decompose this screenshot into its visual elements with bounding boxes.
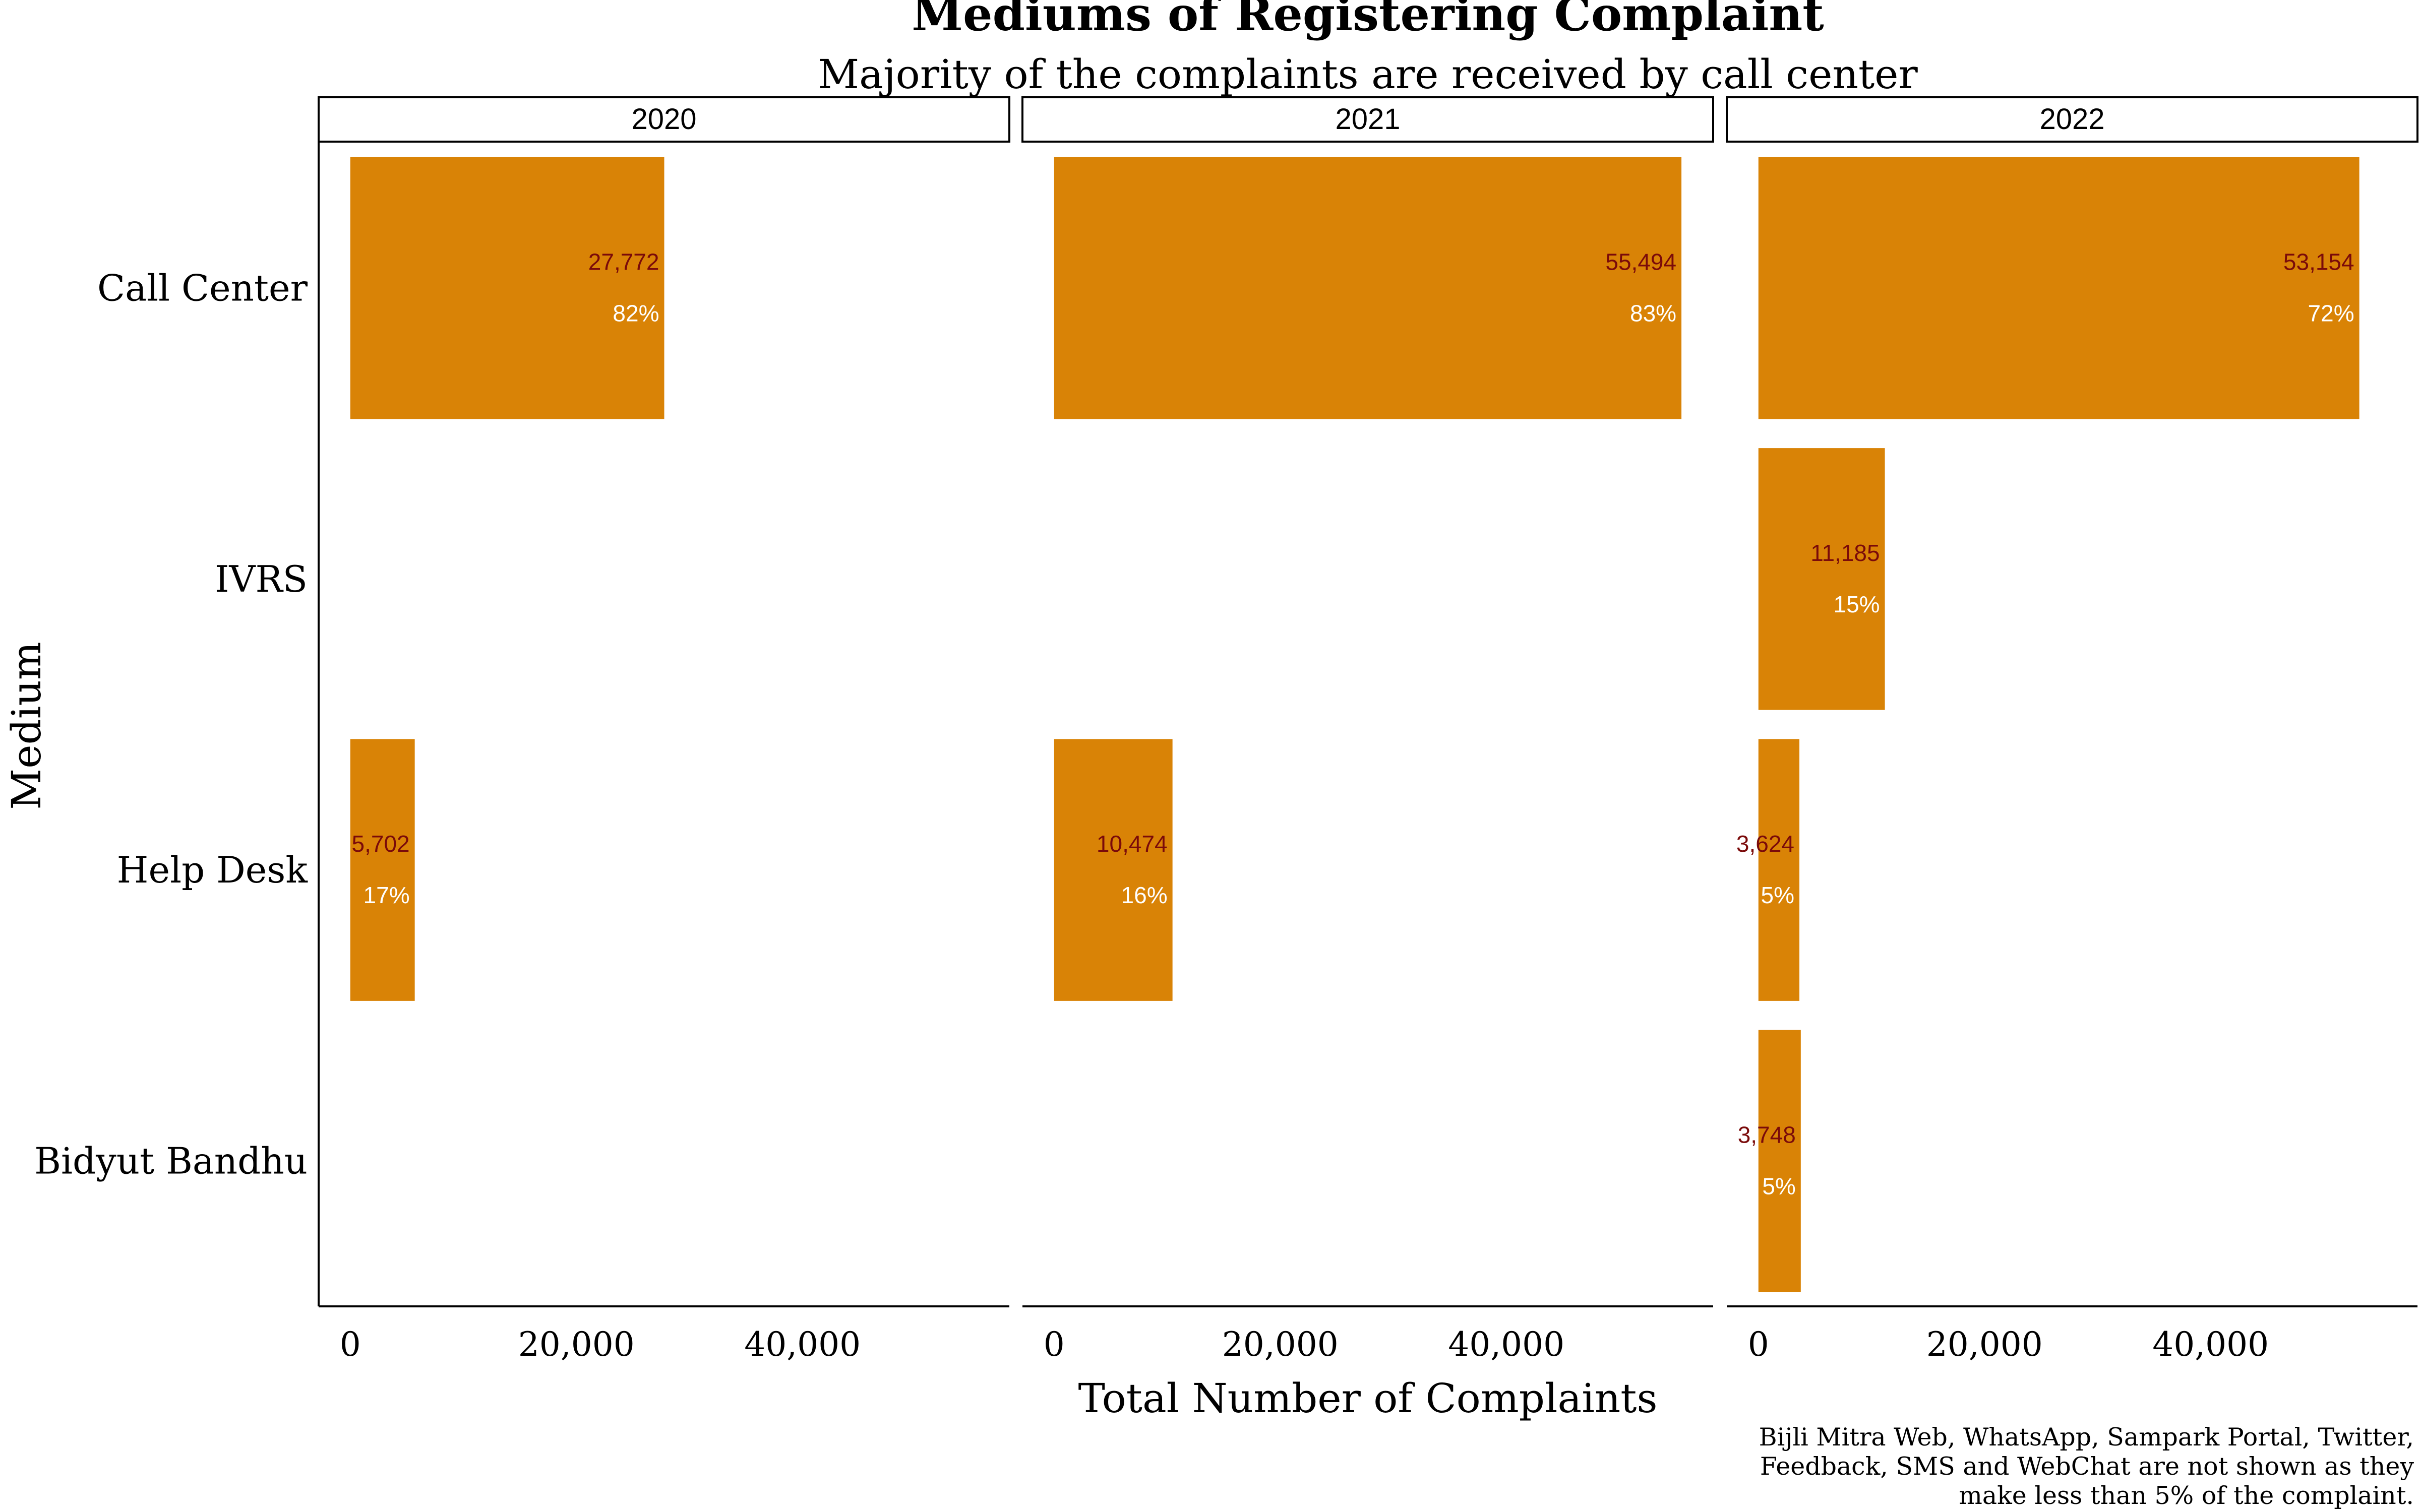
bar-2022-bidyut-bandhu-value-label: 3,748 (1738, 1121, 1796, 1148)
bar-2022-help-desk-value-label: 3,624 (1736, 831, 1794, 857)
x-axis-label: Total Number of Complaints (1078, 1375, 1657, 1422)
facet-strip-2020 (318, 96, 1010, 143)
bar-2020-help-desk (350, 739, 415, 1001)
bar-2021-help-desk-value-label: 10,474 (1097, 831, 1168, 857)
chart-subtitle: Majority of the complaints are received … (818, 51, 1918, 98)
bar-2020-help-desk-value-label: 5,702 (352, 831, 410, 857)
bar-2021-call-center-value-label: 55,494 (1605, 249, 1676, 275)
facet-label-2022: 2022 (2039, 103, 2104, 136)
bar-2022-ivrs-value-label: 11,185 (1810, 540, 1880, 566)
y-tick-label-bidyut-bandhu: Bidyut Bandhu (34, 1140, 308, 1182)
x-tick-label-2021-20000: 20,000 (1222, 1325, 1339, 1364)
bar-2022-call-center (1758, 157, 2360, 419)
x-tick-label-2022-0: 0 (1748, 1325, 1769, 1364)
bar-2022-call-center-percent-label: 72% (2308, 300, 2354, 327)
x-tick-label-2022-20000: 20,000 (1926, 1325, 2043, 1364)
y-tick-label-help-desk: Help Desk (117, 849, 309, 891)
caption-line-2: Feedback, SMS and WebChat are not shown … (1760, 1452, 2414, 1481)
y-axis-label: Medium (3, 642, 50, 809)
facet-label-2020: 2020 (631, 103, 696, 136)
x-tick-label-2020-20000: 20,000 (518, 1325, 635, 1364)
facet-strip-2022 (1726, 96, 2418, 143)
bar-2020-call-center-percent-label: 82% (613, 300, 659, 327)
facet-strip-2021 (1021, 96, 1714, 143)
x-tick-label-2020-40000: 40,000 (744, 1325, 861, 1364)
x-tick-label-2021-0: 0 (1044, 1325, 1065, 1364)
bar-2022-call-center-value-label: 53,154 (2283, 249, 2354, 275)
bar-2020-call-center (350, 157, 664, 419)
bar-2021-call-center-percent-label: 83% (1630, 300, 1676, 327)
bar-2021-help-desk-percent-label: 16% (1121, 882, 1168, 908)
bar-2022-help-desk (1758, 739, 1800, 1001)
bar-2021-call-center (1054, 157, 1682, 419)
caption-line-1: Bijli Mitra Web, WhatsApp, Sampark Porta… (1759, 1423, 2414, 1452)
bar-2022-bidyut-bandhu (1758, 1030, 1801, 1292)
bar-2022-bidyut-bandhu-percent-label: 5% (1762, 1173, 1795, 1199)
y-tick-label-ivrs: IVRS (215, 558, 308, 600)
caption-line-3: make less than 5% of the complaint. (1959, 1481, 2414, 1510)
bar-2022-ivrs (1758, 448, 1885, 710)
bar-2020-help-desk-percent-label: 17% (364, 882, 410, 908)
x-tick-label-2020-0: 0 (340, 1325, 361, 1364)
bar-2020-call-center-value-label: 27,772 (588, 249, 659, 275)
y-tick-label-call-center: Call Center (97, 267, 308, 309)
chart-title: Mediums of Registering Complaint (912, 0, 1824, 41)
plot-area: Call Center IVRS Help Desk Bidyut Bandhu 202… (34, 96, 2418, 1364)
facet-label-2021: 2021 (1335, 103, 1400, 136)
bar-2022-help-desk-percent-label: 5% (1761, 882, 1794, 908)
x-tick-label-2022-40000: 40,000 (2152, 1325, 2269, 1364)
bar-2021-help-desk (1054, 739, 1173, 1001)
x-tick-label-2021-40000: 40,000 (1448, 1325, 1564, 1364)
bar-2022-ivrs-percent-label: 15% (1833, 591, 1880, 617)
